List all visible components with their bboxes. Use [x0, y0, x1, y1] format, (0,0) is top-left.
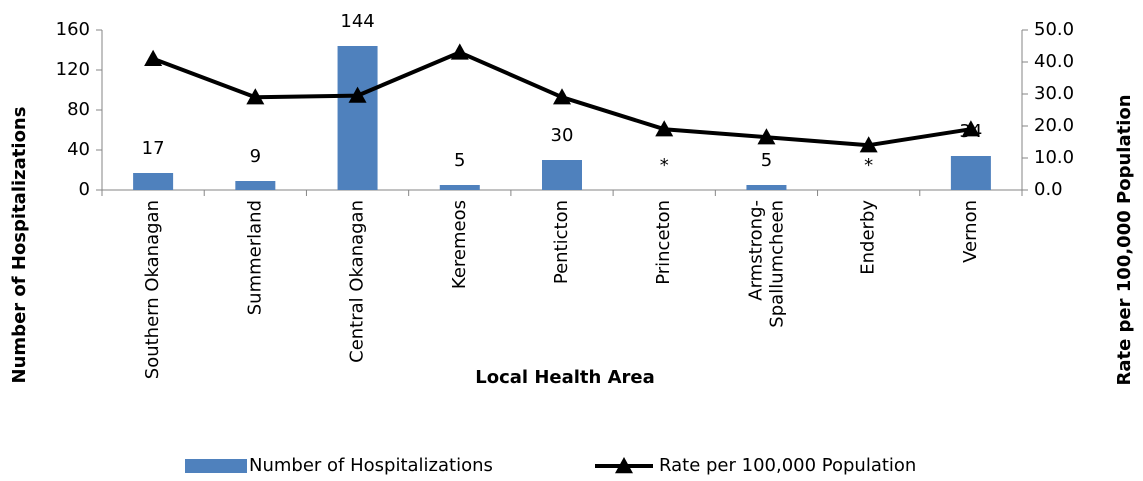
- x-tick-label: Southern Okanagan: [142, 200, 163, 379]
- data-label: 9: [250, 146, 261, 167]
- y2-tick-label: 50.0: [1034, 19, 1074, 40]
- bar: [542, 160, 582, 190]
- data-label: *: [660, 155, 669, 176]
- y-axis-title: Number of Hospitalizations: [9, 107, 30, 384]
- line-marker: [450, 43, 469, 60]
- x-tick-label: Enderby: [858, 200, 879, 275]
- bar: [746, 185, 787, 190]
- bar: [439, 185, 480, 190]
- legend-marker: [615, 457, 633, 474]
- y-tick-label: 160: [56, 19, 90, 40]
- data-label: 5: [454, 150, 465, 171]
- x-tick-label: Penticton: [551, 200, 572, 284]
- data-label: 30: [551, 125, 574, 146]
- y2-axis-title: Rate per 100,000 Population: [1114, 94, 1135, 385]
- line-marker: [348, 86, 367, 103]
- bar: [235, 181, 276, 190]
- line-marker: [246, 88, 265, 105]
- line-marker: [859, 136, 878, 153]
- data-label: 17: [142, 138, 165, 159]
- legend-label: Rate per 100,000 Population: [659, 455, 916, 476]
- line-marker: [757, 128, 776, 145]
- legend-label: Number of Hospitalizations: [249, 455, 493, 476]
- legend-swatch: [185, 459, 247, 473]
- x-tick-label: Keremeos: [449, 200, 470, 289]
- y2-tick-label: 30.0: [1034, 83, 1074, 104]
- y2-tick-label: 40.0: [1034, 51, 1074, 72]
- x-tick-label: Central Okanagan: [347, 200, 368, 363]
- line-marker: [961, 120, 980, 137]
- y2-tick-label: 0.0: [1034, 179, 1063, 200]
- data-label: *: [864, 155, 873, 176]
- x-tick-label: Vernon: [960, 200, 981, 263]
- bar: [337, 46, 378, 190]
- x-tick-label: Summerland: [244, 200, 265, 315]
- line-marker: [144, 49, 163, 66]
- x-tick-label: Princeton: [653, 200, 674, 285]
- y-tick-label: 0: [79, 179, 90, 200]
- data-label: 144: [340, 11, 374, 32]
- y2-tick-label: 10.0: [1034, 147, 1074, 168]
- y-tick-label: 40: [67, 139, 90, 160]
- y-tick-label: 80: [67, 99, 90, 120]
- bar: [950, 156, 991, 190]
- y2-tick-label: 20.0: [1034, 115, 1074, 136]
- bar: [133, 173, 174, 190]
- x-tick-label: Armstrong-Spallumcheen: [746, 200, 788, 328]
- line-marker: [655, 120, 674, 137]
- line-marker: [553, 88, 571, 105]
- x-axis-title: Local Health Area: [475, 367, 655, 388]
- data-label: 5: [761, 150, 772, 171]
- y-tick-label: 120: [56, 59, 90, 80]
